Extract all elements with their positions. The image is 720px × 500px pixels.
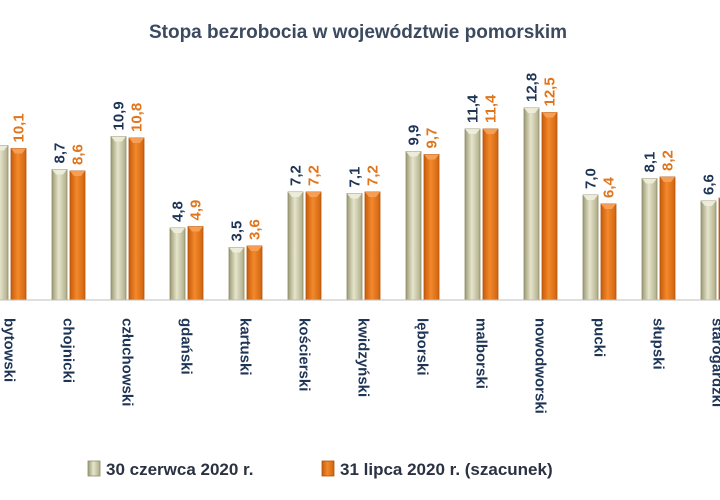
value-label-series-2-6: 7,2 (365, 165, 382, 186)
bar-series-2-2 (128, 137, 145, 301)
value-label-series-2-2: 10,8 (129, 103, 146, 132)
value-label-series-1-2: 10,9 (111, 101, 128, 130)
bar-cap-series-1-3 (170, 228, 185, 233)
bar-series-2-3 (187, 226, 204, 301)
bar-cap-series-1-0 (0, 145, 8, 151)
bar-cap-series-2-2 (129, 138, 144, 143)
bar-cap-series-1-1 (52, 169, 67, 175)
value-label-series-1-6: 7,1 (347, 167, 364, 188)
bar-cap-series-2-1 (70, 171, 85, 176)
legend-swatch-series-2 (321, 460, 335, 477)
category-label-6: kwidzyński (355, 318, 372, 397)
bar-cap-series-1-11 (642, 178, 657, 184)
bar-series-1-5 (287, 191, 304, 301)
category-label-8: malborski (473, 318, 490, 389)
bar-cap-series-1-5 (288, 192, 303, 197)
legend-swatch-series-1 (87, 460, 101, 477)
bar-cap-series-1-8 (465, 129, 480, 134)
value-labels: 10,18,7 8,610,9 10,84,8 4,93,5 3,67,2 7,2 7,1 7… (11, 73, 720, 242)
bar-cap-series-1-12 (701, 201, 716, 206)
bar-series-1-4 (228, 247, 245, 301)
value-label-series-1-4: 3,5 (229, 221, 246, 242)
bar-series-1-8 (464, 128, 481, 301)
bar-series-1-10 (582, 194, 599, 301)
bar-cap-series-1-4 (229, 247, 244, 253)
category-label-0: bytowski (1, 318, 18, 382)
bar-cap-series-2-7 (424, 154, 439, 160)
bar-series-1-3 (169, 227, 186, 301)
bar-series-2-8 (482, 128, 499, 301)
bar-series-2-0 (10, 148, 27, 301)
bar-cap-series-2-9 (542, 112, 557, 118)
bar-series-2-11 (659, 176, 676, 301)
value-label-series-1-11: 8,1 (642, 152, 659, 173)
category-label-10: pucki (591, 318, 608, 357)
category-label-2: człuchowski (119, 318, 136, 406)
value-label-series-1-1: 8,7 (52, 143, 69, 164)
value-label-series-2-12: 6,8 (719, 171, 720, 192)
bar-series-2-9 (541, 112, 558, 301)
bars (0, 107, 720, 301)
value-label-series-1-8: 11,4 (465, 94, 482, 123)
category-label-9: nowodworski (532, 318, 549, 414)
bar-series-1-12 (700, 200, 717, 301)
bar-series-1-11 (641, 178, 658, 301)
value-label-series-2-10: 6,4 (601, 176, 618, 198)
value-label-series-2-1: 8,6 (70, 144, 87, 165)
legend-label-series-1: 30 czerwca 2020 r. (106, 460, 253, 479)
value-label-series-2-11: 8,2 (660, 150, 677, 171)
bar-cap-series-2-11 (660, 177, 675, 182)
bar-series-1-7 (405, 151, 422, 301)
category-label-11: słupski (650, 318, 667, 370)
bar-series-2-10 (600, 203, 617, 301)
bar-cap-series-2-8 (483, 129, 498, 134)
value-label-series-2-8: 11,4 (483, 94, 500, 123)
category-labels: bytowski chojnicki człuchowski gdański kartu… (1, 318, 720, 414)
bar-cap-series-2-10 (601, 204, 616, 209)
value-label-series-1-10: 7,0 (583, 168, 600, 189)
value-label-series-1-3: 4,8 (170, 201, 187, 222)
category-label-3: gdański (178, 318, 195, 375)
bar-cap-series-1-10 (583, 195, 598, 200)
bar-cap-series-1-9 (524, 108, 539, 113)
value-label-series-1-7: 9,9 (406, 125, 423, 146)
bar-series-1-6 (346, 193, 363, 301)
value-label-series-2-9: 12,5 (542, 77, 559, 106)
bar-cap-series-1-6 (347, 193, 362, 199)
bar-series-1-2 (110, 136, 127, 301)
bar-series-2-1 (69, 170, 86, 301)
value-label-series-1-9: 12,8 (524, 73, 541, 102)
bar-cap-series-1-2 (111, 136, 126, 142)
bar-cap-series-2-0 (11, 148, 26, 154)
bar-cap-series-2-4 (247, 246, 262, 251)
bar-series-2-7 (423, 154, 440, 301)
value-label-series-2-7: 9,7 (424, 128, 441, 149)
category-label-7: lęborski (414, 318, 431, 376)
category-label-5: kościerski (296, 318, 313, 391)
category-label-4: kartuski (237, 318, 254, 376)
bar-cap-series-2-6 (365, 192, 380, 197)
bar-cap-series-1-7 (406, 151, 421, 157)
value-label-series-2-3: 4,9 (188, 200, 205, 221)
value-label-series-2-5: 7,2 (306, 165, 323, 186)
bar-series-1-0 (0, 145, 9, 301)
chart-title: Stopa bezrobocia w województwie pomorski… (149, 22, 567, 43)
bar-series-2-6 (364, 191, 381, 301)
bar-series-2-4 (246, 245, 263, 301)
bar-series-2-5 (305, 191, 322, 301)
legend-label-series-2: 31 lipca 2020 r. (szacunek) (340, 460, 553, 479)
category-label-1: chojnicki (60, 318, 77, 383)
bar-series-1-9 (523, 107, 540, 301)
bar-cap-series-2-3 (188, 226, 203, 232)
value-label-series-1-5: 7,2 (288, 165, 305, 186)
bar-cap-series-2-5 (306, 192, 321, 197)
value-label-series-2-0: 10,1 (11, 113, 28, 142)
bar-series-1-1 (51, 169, 68, 301)
legend: 30 czerwca 2020 r. 31 lipca 2020 r. (sza… (87, 460, 553, 479)
value-label-series-2-4: 3,6 (247, 219, 264, 240)
value-label-series-1-12: 6,6 (701, 174, 718, 195)
category-label-12: starogardzki (709, 318, 720, 407)
